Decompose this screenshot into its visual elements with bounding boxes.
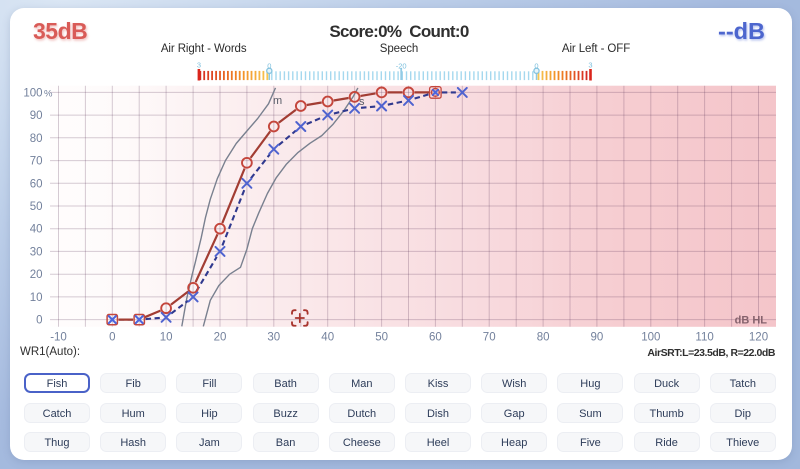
svg-text:110: 110 [695, 332, 713, 344]
svg-text:50: 50 [375, 332, 388, 344]
svg-text:3: 3 [197, 61, 201, 70]
svg-text:60: 60 [429, 332, 442, 344]
svg-text:30: 30 [30, 246, 43, 258]
svg-text:120: 120 [749, 332, 768, 344]
svg-text:20: 20 [30, 269, 43, 281]
svg-text:100: 100 [23, 87, 42, 99]
svg-text:90: 90 [591, 332, 604, 344]
svg-text:0: 0 [109, 332, 115, 344]
svg-text:70: 70 [30, 156, 43, 168]
svg-text:80: 80 [30, 133, 43, 145]
svg-text:70: 70 [483, 332, 496, 344]
svg-text:40: 40 [321, 332, 334, 344]
svg-text:0: 0 [534, 61, 538, 70]
svg-text:10: 10 [160, 332, 173, 344]
svg-text:80: 80 [537, 332, 550, 344]
svg-text:-20: -20 [396, 61, 407, 70]
svg-text:-10: -10 [50, 332, 67, 344]
svg-text:dB HL: dB HL [735, 315, 768, 327]
svg-text:0: 0 [36, 315, 42, 327]
svg-text:s: s [359, 96, 365, 108]
svg-text:20: 20 [214, 332, 227, 344]
svg-text:90: 90 [30, 110, 43, 122]
svg-text:3: 3 [588, 61, 592, 70]
svg-text:100: 100 [641, 332, 660, 344]
svg-text:50: 50 [30, 201, 43, 213]
svg-text:0: 0 [267, 61, 271, 70]
svg-text:60: 60 [30, 178, 43, 190]
svg-text:40: 40 [30, 224, 43, 236]
svg-text:m: m [273, 95, 282, 107]
svg-text:%: % [44, 89, 53, 100]
svg-text:10: 10 [30, 292, 43, 304]
svg-text:30: 30 [267, 332, 280, 344]
